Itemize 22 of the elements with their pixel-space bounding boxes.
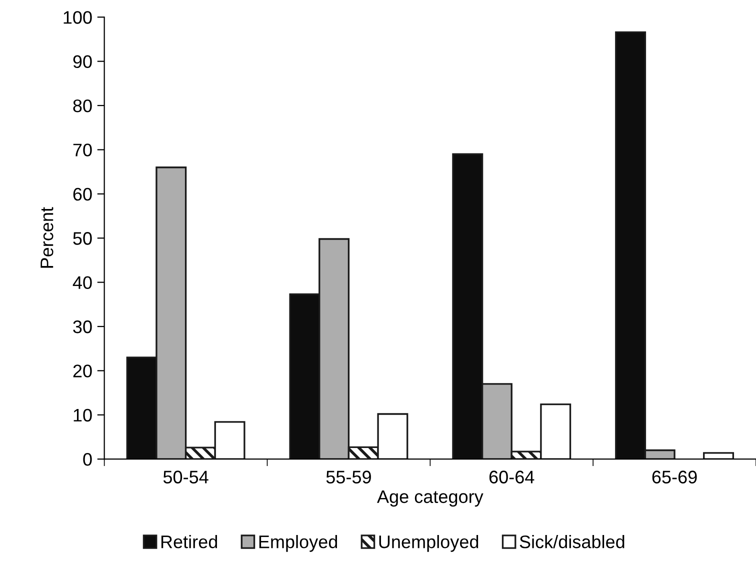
y-tick-label: 20 xyxy=(73,364,92,378)
bar xyxy=(703,452,734,460)
y-tick-label: 0 xyxy=(83,453,92,466)
y-tick-label: 40 xyxy=(72,276,92,290)
y-tick-label: 80 xyxy=(73,99,92,112)
y-tick-label: 100 xyxy=(64,11,92,24)
y-tick-label: 10 xyxy=(74,408,92,422)
y-tick-label: 70 xyxy=(73,144,92,156)
legend-label: Unemployed xyxy=(379,535,478,552)
x-axis-title: Age category xyxy=(377,490,484,507)
x-tick-label: 50-54 xyxy=(163,470,208,484)
x-tick-label: 65-69 xyxy=(652,470,697,484)
y-tick-label: 60 xyxy=(73,188,92,201)
y-axis-title: Percent xyxy=(40,207,54,268)
x-tick-label: 60-64 xyxy=(489,470,534,484)
y-tick-label: 90 xyxy=(73,55,92,68)
legend-label: Retired xyxy=(161,535,218,548)
y-tick-label: 50 xyxy=(73,232,92,245)
x-tick-label: 55-59 xyxy=(326,470,371,484)
y-tick-label: 30 xyxy=(73,320,92,334)
legend-label: Sick/disabled xyxy=(520,535,624,548)
legend-label: Employed xyxy=(259,535,338,552)
